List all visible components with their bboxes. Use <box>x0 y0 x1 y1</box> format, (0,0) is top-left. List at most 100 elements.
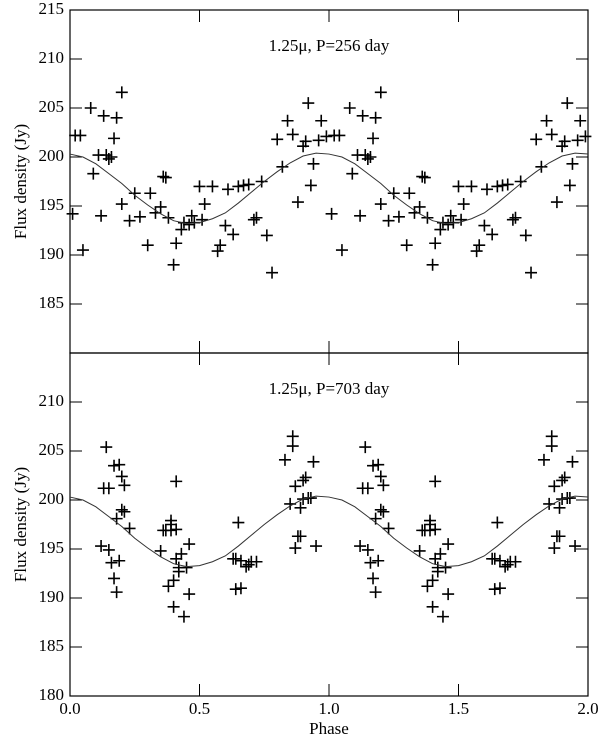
y-tick-label: 210 <box>39 48 65 67</box>
data-point <box>361 482 374 495</box>
data-point <box>491 516 504 529</box>
data-point <box>506 213 519 226</box>
data-point <box>470 245 483 258</box>
data-point <box>426 600 439 613</box>
data-point <box>377 505 390 518</box>
data-point <box>157 170 170 183</box>
x-tick-label: 1.5 <box>448 699 469 718</box>
data-point <box>333 129 346 142</box>
y-tick-label: 205 <box>39 97 65 116</box>
data-point <box>343 102 356 114</box>
data-point <box>232 180 245 193</box>
data-point <box>310 540 323 553</box>
data-point <box>84 102 97 114</box>
data-point <box>227 228 240 241</box>
data-point <box>491 180 504 193</box>
data-point <box>234 554 247 567</box>
data-point <box>172 565 185 578</box>
data-point <box>493 554 506 567</box>
data-point <box>167 258 180 271</box>
data-point <box>102 152 115 165</box>
data-point <box>571 134 584 147</box>
data-point <box>232 516 245 529</box>
data-point <box>429 523 442 536</box>
data-point <box>165 514 178 527</box>
data-point <box>74 129 87 142</box>
data-point <box>286 128 299 141</box>
x-tick-label: 0.5 <box>189 699 210 718</box>
data-point <box>478 219 491 232</box>
data-point <box>525 266 538 279</box>
y-tick-label: 215 <box>39 0 65 18</box>
data-point <box>535 160 548 173</box>
data-point <box>315 114 328 127</box>
data-point <box>558 135 571 148</box>
data-point <box>95 209 108 222</box>
data-point <box>553 501 566 514</box>
data-point <box>403 187 416 200</box>
data-point <box>382 522 395 535</box>
data-point <box>196 213 209 226</box>
data-point <box>242 178 255 191</box>
data-point <box>185 209 198 222</box>
data-point <box>255 175 268 188</box>
data-point <box>237 179 250 192</box>
data-point <box>183 588 196 601</box>
data-point <box>354 209 367 222</box>
data-point <box>361 152 374 165</box>
data-point <box>367 572 380 585</box>
data-point <box>372 458 385 471</box>
data-point <box>180 561 193 574</box>
data-point <box>304 179 317 192</box>
data-point <box>556 474 569 487</box>
data-point <box>320 130 333 143</box>
y-tick-label: 205 <box>39 440 65 459</box>
data-point <box>133 210 146 223</box>
data-point <box>537 453 550 466</box>
data-point <box>260 229 273 242</box>
data-point <box>299 471 312 484</box>
data-point <box>569 540 582 553</box>
data-point <box>499 560 512 573</box>
y-tick-label: 190 <box>39 587 65 606</box>
data-point <box>221 183 234 196</box>
data-point <box>118 479 131 492</box>
data-point <box>123 214 136 227</box>
data-point <box>439 561 452 574</box>
panel-title: 1.25μ, P=256 day <box>269 36 390 55</box>
data-point <box>426 258 439 271</box>
data-point <box>325 207 338 220</box>
data-point <box>553 530 566 543</box>
data-point <box>563 179 576 192</box>
data-point <box>271 133 284 146</box>
data-point <box>105 556 118 569</box>
data-point <box>123 522 136 535</box>
data-point <box>359 441 372 454</box>
data-point <box>175 223 188 236</box>
data-point <box>289 480 302 493</box>
data-point <box>170 552 183 565</box>
data-point <box>289 542 302 555</box>
data-point <box>434 223 447 236</box>
data-point <box>566 455 579 468</box>
data-point <box>302 97 315 110</box>
data-point <box>496 179 509 192</box>
data-point <box>100 441 113 454</box>
data-point <box>229 552 242 565</box>
data-point <box>392 210 405 223</box>
data-point <box>297 140 310 153</box>
data-point <box>413 200 426 213</box>
data-point <box>457 198 470 211</box>
data-point <box>108 572 121 585</box>
data-point <box>177 610 190 623</box>
data-point <box>431 565 444 578</box>
y-tick-label: 185 <box>39 636 65 655</box>
data-point <box>115 198 128 211</box>
data-point <box>170 523 183 536</box>
data-point <box>426 574 439 587</box>
data-point <box>102 482 115 495</box>
y-tick-label: 195 <box>39 538 65 557</box>
data-point <box>442 538 455 551</box>
data-point <box>115 86 128 99</box>
